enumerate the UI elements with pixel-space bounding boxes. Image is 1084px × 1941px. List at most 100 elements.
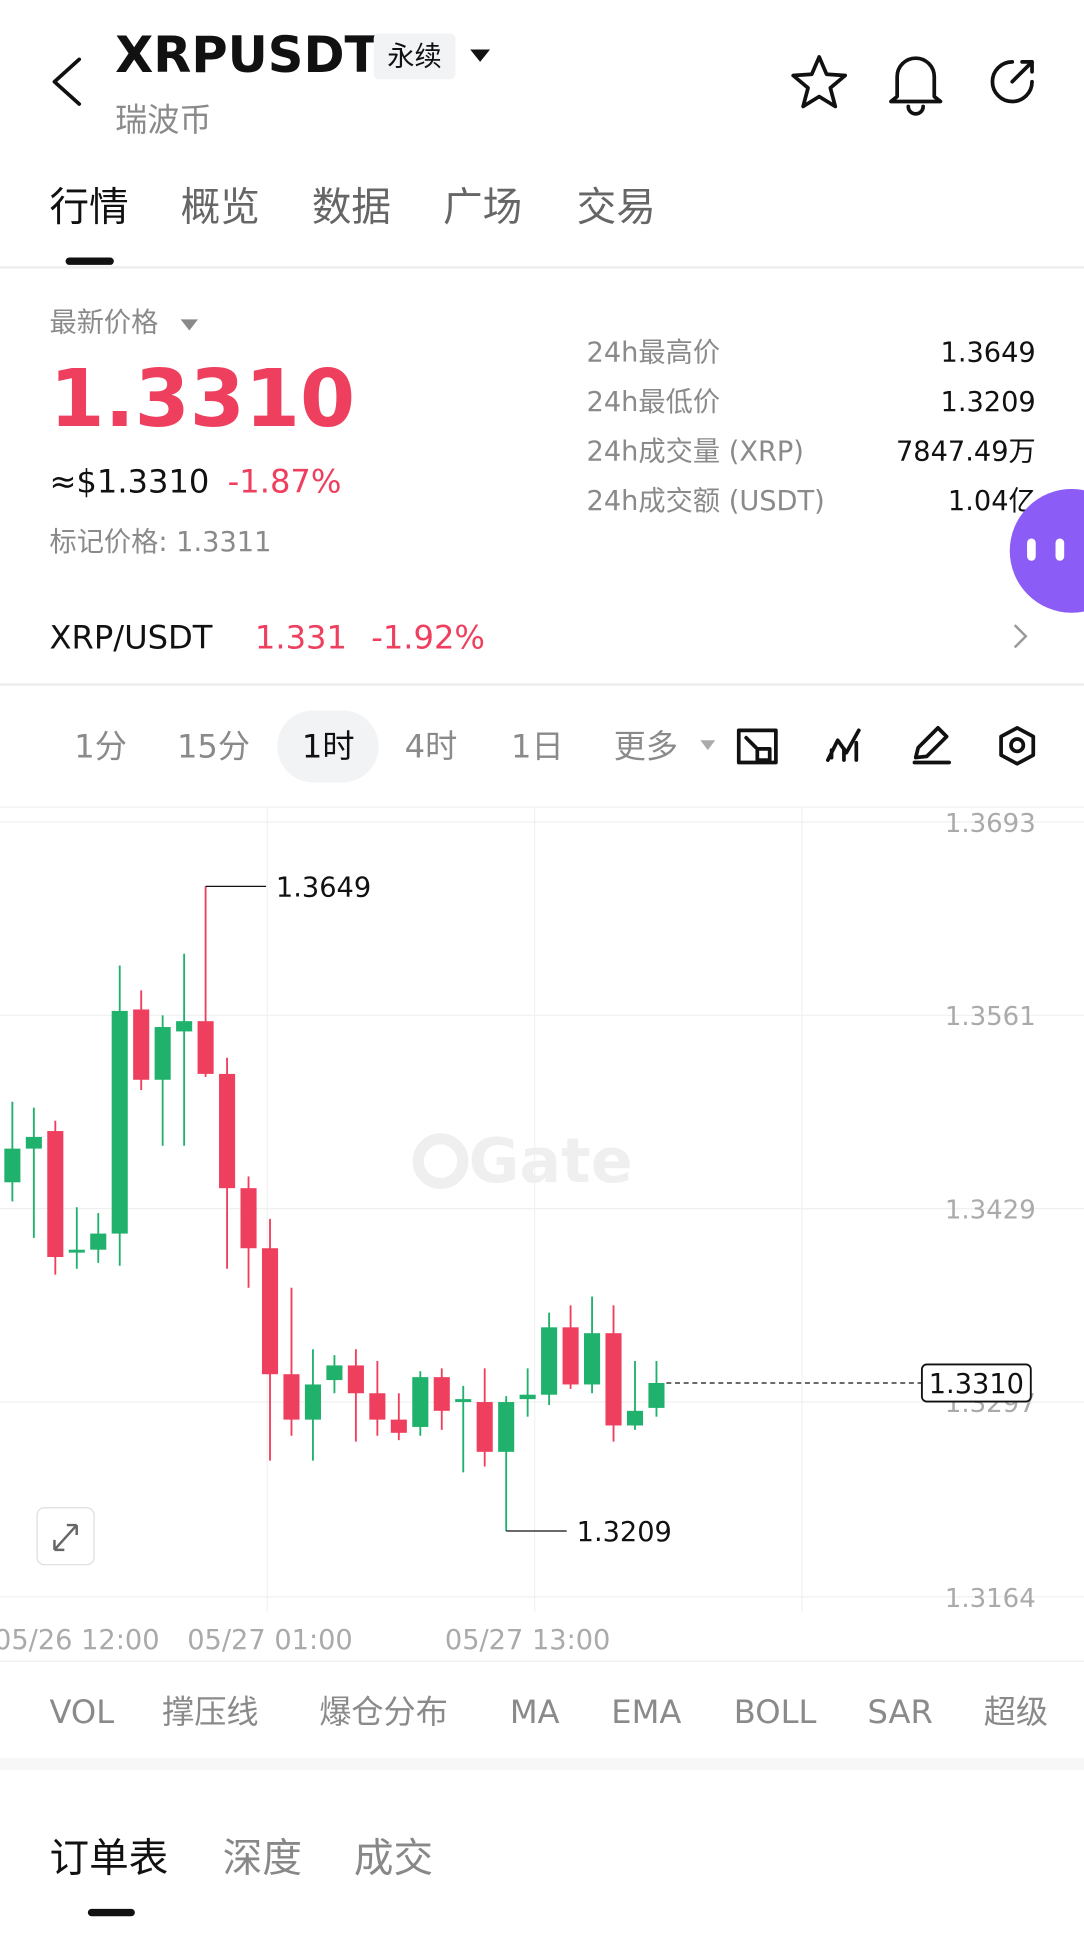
candle-body (626, 1410, 644, 1426)
stat-label: 24h最低价 (587, 387, 721, 418)
back-button[interactable] (52, 57, 82, 106)
candle-body (584, 1333, 601, 1385)
bubble-eye (1027, 538, 1036, 561)
candle-body (498, 1402, 515, 1452)
candle-body (326, 1365, 343, 1381)
assistant-bubble[interactable] (1009, 488, 1084, 613)
candle-body (4, 1148, 21, 1183)
tab[interactable]: 数据 (312, 184, 391, 230)
toolbar-icon[interactable] (912, 726, 951, 765)
candle-body (154, 1027, 171, 1080)
tab-indicator (87, 1908, 135, 1917)
badge[interactable]: 永续 (387, 42, 441, 73)
dropdown-arrow (180, 319, 198, 331)
indicator[interactable]: SAR (867, 1693, 932, 1731)
candle-body (47, 1131, 64, 1258)
bubble-eye (1055, 538, 1065, 561)
change: -1.87% (228, 463, 342, 501)
candle-body (369, 1393, 386, 1420)
last-price-box (920, 1363, 1032, 1403)
pair-price: 1.331 (255, 619, 347, 657)
tab[interactable]: 成交 (354, 1836, 433, 1882)
candle-body (455, 1399, 472, 1403)
indicator[interactable]: 爆仓分布 (319, 1693, 448, 1731)
share-icon[interactable] (990, 60, 1034, 104)
stat-label: 24h最高价 (587, 337, 721, 368)
tab[interactable]: 订单表 (49, 1836, 168, 1882)
candle-body (68, 1249, 85, 1253)
candle-body (25, 1136, 42, 1149)
candle-body (519, 1394, 536, 1400)
watermark: Gate (469, 1125, 633, 1197)
watermark-logo (412, 1133, 469, 1189)
candle-body (219, 1073, 236, 1189)
x-tick-label: 05/27 01:00 (187, 1625, 353, 1656)
star-icon[interactable] (791, 55, 848, 109)
tab[interactable]: 深度 (223, 1836, 302, 1882)
mark-price: 标记价格: 1.3311 (49, 527, 271, 558)
toolbar-icon[interactable] (736, 728, 778, 765)
interval[interactable]: 4时 (405, 728, 458, 766)
interval[interactable]: 1时 (302, 728, 355, 766)
x-tick-label: 05/26 12:00 (0, 1625, 160, 1656)
candle-body (240, 1188, 257, 1249)
interval[interactable]: 1分 (74, 728, 127, 766)
bell-icon[interactable] (889, 56, 943, 116)
candle-body (197, 1021, 214, 1074)
candle-body (648, 1382, 665, 1408)
stat-label: 24h成交量 (XRP) (587, 436, 804, 467)
indicator[interactable]: BOLL (734, 1693, 817, 1731)
indicator[interactable]: EMA (611, 1693, 681, 1731)
candle-body (133, 1009, 150, 1080)
interval-selected (277, 710, 379, 783)
expand-icon (53, 1523, 78, 1552)
toolbar-icon[interactable] (999, 726, 1036, 766)
tab[interactable]: 行情 (49, 184, 128, 230)
indicator[interactable]: 超级 (984, 1693, 1048, 1731)
stat-value: 1.3209 (941, 387, 1036, 418)
candle-body (283, 1374, 300, 1420)
stat-value: 1.3649 (941, 337, 1036, 368)
candle-body (390, 1419, 407, 1433)
y-tick-label: 1.3693 (945, 809, 1036, 839)
tab[interactable]: 广场 (443, 184, 522, 230)
stat-value: 1.04亿 (948, 486, 1036, 517)
interval[interactable]: 更多 (614, 728, 678, 766)
pair-name[interactable]: XRP/USDT (49, 619, 212, 657)
y-tick-label: 1.3561 (945, 1002, 1036, 1032)
tab-indicator (65, 257, 114, 265)
pair-change: -1.92% (371, 619, 485, 657)
tab[interactable]: 概览 (181, 184, 260, 230)
dropdown-arrow[interactable] (470, 49, 491, 62)
badge-bg (373, 33, 456, 80)
candle-body (304, 1384, 321, 1420)
candle-body (541, 1327, 558, 1395)
candle-body (605, 1333, 622, 1426)
interval[interactable]: 1日 (511, 728, 564, 766)
y-tick-label: 1.3429 (945, 1196, 1036, 1226)
indicator[interactable]: MA (510, 1693, 560, 1731)
candle-body (562, 1327, 579, 1385)
y-tick-label: 1.3164 (945, 1584, 1036, 1614)
x-tick-label: 05/27 13:00 (445, 1625, 611, 1656)
indicator[interactable]: 撑压线 (162, 1693, 258, 1731)
candle-body (476, 1402, 493, 1452)
subtitle: 瑞波币 (115, 101, 211, 139)
price-label[interactable]: 最新价格 (49, 308, 158, 339)
indicator[interactable]: VOL (49, 1693, 114, 1731)
toolbar-icon[interactable] (825, 728, 861, 762)
toolbar-icon (1009, 737, 1026, 754)
interval[interactable]: 15分 (177, 728, 250, 766)
stat-label: 24h成交额 (USDT) (587, 486, 825, 517)
low-annotation: 1.3209 (577, 1517, 672, 1548)
candle-body (90, 1233, 107, 1250)
high-annotation: 1.3649 (276, 872, 371, 903)
tab[interactable]: 交易 (577, 184, 656, 230)
chevron[interactable] (1013, 624, 1028, 649)
last-price-label: 1.3310 (929, 1369, 1024, 1400)
candle-body (111, 1010, 128, 1234)
candle-body (347, 1365, 364, 1394)
